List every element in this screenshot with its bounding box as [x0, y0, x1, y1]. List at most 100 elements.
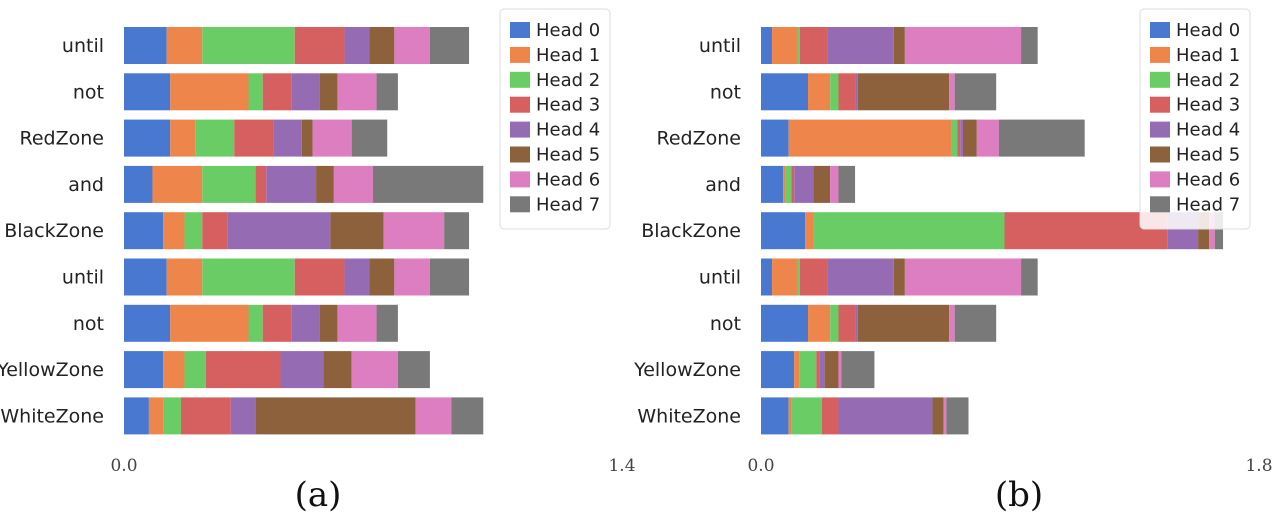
bar-segment-b-row0-head6 [904, 27, 1022, 64]
bar-segment-a-row8-head7 [451, 397, 484, 435]
legend-label-b-head7: Head 7 [1176, 194, 1240, 215]
bar-segment-b-row0-head0 [761, 27, 773, 64]
bar-segment-a-row1-head4 [291, 73, 320, 111]
bar-segment-a-row1-head1 [170, 73, 249, 111]
legend-b: Head 0 Head 1 Head 2 Head 3 Head 4 Head 5 Head… [1139, 8, 1251, 230]
bar-segment-b-row4-head0 [761, 212, 806, 250]
bar-segment-a-row6-head3 [262, 304, 292, 342]
bar-segment-b-row2-head2 [951, 119, 958, 157]
x-tick-label-a-1: 1.4 [608, 456, 635, 476]
bar-segment-b-row2-head0 [761, 119, 789, 157]
bar-segment-b-row0-head2 [796, 27, 800, 64]
bar-segment-b-row3-head4 [794, 165, 814, 203]
bar-segment-b-row2-head3 [957, 119, 961, 157]
category-label-a-1: not [73, 81, 104, 103]
bar-segment-a-row3-head6 [333, 165, 373, 203]
bar-segment-a-row3-head7 [373, 165, 484, 203]
bar-segment-a-row0-head3 [294, 27, 345, 64]
bar-segment-b-row1-head5 [857, 73, 950, 111]
bar-segment-b-row5-head0 [761, 258, 773, 296]
bar-segment-b-row8-head6 [943, 397, 947, 435]
bar-segment-b-row0-head3 [799, 27, 828, 64]
legend-swatch-b-head6 [1150, 171, 1170, 188]
bar-segment-a-row4-head0 [124, 212, 164, 250]
bar-segment-a-row2-head7 [351, 119, 388, 157]
bar-segment-b-row6-head7 [954, 304, 997, 342]
legend-label-b-head4: Head 4 [1176, 120, 1240, 141]
bar-segment-a-row8-head0 [124, 397, 149, 435]
bar-segment-b-row6-head0 [761, 304, 809, 342]
bar-segment-b-row2-head7 [998, 119, 1085, 157]
legend-swatch-b-head0 [1150, 22, 1170, 38]
bar-segment-a-row6-head4 [291, 304, 320, 342]
bar-segment-a-row6-head0 [124, 304, 171, 342]
bar-segment-a-row8-head2 [163, 397, 181, 435]
legend-swatch-b-head3 [1150, 96, 1170, 113]
bar-segment-b-row1-head3 [838, 73, 856, 111]
bar-segment-b-row5-head4 [827, 258, 894, 296]
bar-segment-b-row8-head2 [791, 397, 822, 435]
bar-segment-a-row2-head5 [301, 119, 313, 157]
bar-segment-a-row5-head5 [369, 258, 395, 296]
legend-swatch-a-head3 [510, 96, 530, 113]
bar-segment-b-row8-head1 [788, 397, 792, 435]
bar-segment-a-row8-head3 [180, 397, 231, 435]
legend-swatch-b-head7 [1150, 196, 1170, 213]
bar-segment-a-row0-head6 [394, 27, 430, 64]
bar-segment-b-row0-head5 [893, 27, 905, 64]
bar-segment-a-row3-head5 [316, 165, 334, 203]
bar-segment-b-row8-head5 [932, 397, 944, 435]
bar-segment-a-row5-head6 [394, 258, 430, 296]
bar-segment-b-row0-head4 [827, 27, 894, 64]
bar-segment-b-row6-head3 [838, 304, 856, 342]
bar-segment-a-row0-head2 [202, 27, 295, 64]
bar-segment-a-row7-head7 [397, 351, 430, 389]
bar-segment-a-row6-head6 [337, 304, 377, 342]
legend-swatch-b-head4 [1150, 121, 1170, 138]
bar-segment-b-row1-head1 [808, 73, 831, 111]
bar-segment-b-row8-head7 [946, 397, 969, 435]
bar-segment-a-row7-head3 [205, 351, 281, 389]
x-tick-label-b-0: 0.0 [747, 456, 774, 476]
legend-label-a-head1: Head 1 [536, 45, 600, 66]
bar-segment-a-row3-head3 [255, 165, 267, 203]
bar-segment-b-row8-head0 [761, 397, 789, 435]
bar-segment-a-row2-head2 [195, 119, 235, 157]
bar-segment-a-row0-head4 [344, 27, 370, 64]
bar-segment-b-row7-head5 [824, 351, 839, 389]
bar-segment-a-row4-head1 [163, 212, 185, 250]
legend-swatch-b-head1 [1150, 46, 1170, 63]
bar-segment-b-row5-head6 [904, 258, 1022, 296]
bar-segment-b-row1-head2 [830, 73, 839, 111]
legend-swatch-a-head5 [510, 146, 530, 163]
bar-segment-b-row6-head5 [857, 304, 950, 342]
category-label-a-3: and [68, 174, 104, 196]
bar-segment-b-row5-head2 [796, 258, 800, 296]
category-label-a-8: WhiteZone [0, 405, 104, 427]
bar-segment-a-row7-head6 [351, 351, 398, 389]
bar-segment-a-row8-head5 [255, 397, 416, 435]
bar-segment-a-row1-head6 [337, 73, 377, 111]
category-label-b-8: WhiteZone [637, 405, 741, 427]
legend-label-b-head0: Head 0 [1176, 20, 1240, 41]
bar-segment-a-row3-head2 [202, 165, 256, 203]
bar-segment-b-row7-head3 [816, 351, 820, 389]
bar-segment-a-row4-head5 [330, 212, 384, 250]
legend-swatch-a-head6 [510, 171, 530, 188]
bar-segment-b-row6-head2 [830, 304, 839, 342]
category-label-b-6: not [710, 313, 741, 335]
bar-segment-b-row3-head2 [785, 165, 792, 203]
bar-segment-b-row5-head1 [772, 258, 797, 296]
legend-label-a-head0: Head 0 [536, 20, 600, 41]
bar-segment-a-row7-head0 [124, 351, 164, 389]
legend-swatch-b-head2 [1150, 71, 1170, 88]
bar-segment-a-row5-head3 [294, 258, 345, 296]
bar-segment-b-row0-head7 [1021, 27, 1038, 64]
bar-segment-a-row3-head0 [124, 165, 153, 203]
category-label-b-5: until [699, 267, 741, 289]
bar-segment-b-row5-head7 [1021, 258, 1038, 296]
bar-segment-b-row2-head4 [960, 119, 963, 157]
bar-segment-a-row8-head6 [415, 397, 452, 435]
